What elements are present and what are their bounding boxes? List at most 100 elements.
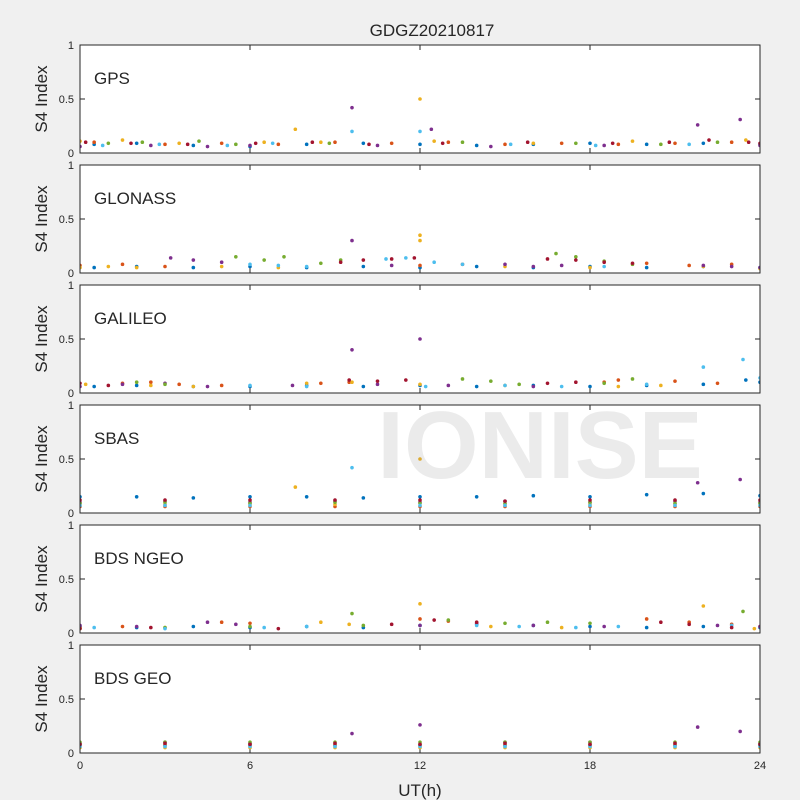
data-point <box>741 609 745 614</box>
data-point <box>630 139 635 143</box>
axes-box <box>79 404 761 514</box>
x-tick-label: 12 <box>414 760 426 772</box>
data-point <box>205 144 210 149</box>
data-point <box>157 142 162 147</box>
data-point <box>687 263 691 268</box>
data-point <box>630 377 635 381</box>
panel: 0 0.5 1 GLONASS S4 Index <box>32 160 761 280</box>
data-point <box>418 97 422 101</box>
data-point <box>290 383 295 388</box>
panel-label: GPS <box>94 69 130 88</box>
data-point <box>508 142 513 147</box>
data-point <box>659 620 663 624</box>
y-axis-label: S4 Index <box>32 545 51 613</box>
data-point <box>517 624 521 629</box>
data-point <box>163 264 167 269</box>
axes-box <box>79 164 761 274</box>
data-point <box>602 143 606 148</box>
data-point <box>163 498 167 502</box>
axes-box <box>79 44 761 154</box>
data-point <box>644 625 649 630</box>
data-point <box>503 142 507 147</box>
data-point <box>418 498 422 502</box>
data-point <box>503 621 507 626</box>
panel: 0 0.5 1 0 6 12 18 24 BDS GEO S4 Index <box>32 640 766 772</box>
data-point <box>384 257 388 261</box>
y-tick-label: 0.5 <box>59 454 74 466</box>
data-point <box>525 140 530 144</box>
data-point <box>262 258 266 262</box>
data-point <box>695 123 700 127</box>
data-point <box>531 264 536 269</box>
data-point <box>616 624 621 629</box>
data-point <box>262 625 266 630</box>
x-axis-label: UT(h) <box>398 781 441 800</box>
data-point <box>574 141 578 146</box>
data-point <box>423 384 428 389</box>
data-point <box>134 624 139 629</box>
x-tick-label: 0 <box>77 760 83 772</box>
data-point <box>588 141 592 146</box>
data-point <box>574 380 578 385</box>
x-tick-label: 6 <box>247 760 253 772</box>
data-point <box>474 620 479 624</box>
data-point <box>120 138 125 142</box>
data-point <box>333 140 337 144</box>
panel-label: BDS GEO <box>94 669 171 688</box>
y-tick-label: 1 <box>68 520 74 532</box>
data-point <box>262 140 266 144</box>
axes-box <box>79 524 761 634</box>
panel: 0 0.5 1 SBAS S4 Index <box>32 400 761 520</box>
data-point <box>616 378 621 382</box>
data-point <box>673 741 677 746</box>
data-point <box>100 143 105 148</box>
y-tick-label: 0 <box>68 148 74 160</box>
panel-background <box>80 645 760 753</box>
data-point <box>503 744 507 749</box>
data-point <box>588 498 592 502</box>
data-point <box>418 495 422 499</box>
data-point <box>741 357 745 362</box>
data-point <box>746 140 751 144</box>
data-point <box>738 729 742 734</box>
data-point <box>701 365 706 369</box>
data-point <box>270 141 275 146</box>
data-point <box>134 265 139 270</box>
data-point <box>106 264 111 269</box>
data-point <box>304 381 309 386</box>
data-point <box>418 457 422 461</box>
y-tick-label: 0.5 <box>59 694 74 706</box>
data-point <box>531 493 536 498</box>
data-points <box>80 233 760 271</box>
data-point <box>168 256 173 260</box>
data-point <box>432 618 436 622</box>
data-point <box>687 622 691 627</box>
data-point <box>248 498 252 502</box>
data-point <box>729 140 734 144</box>
data-point <box>531 141 536 146</box>
data-point <box>644 265 649 270</box>
data-point <box>248 621 252 626</box>
data-point <box>350 348 354 352</box>
data-point <box>744 138 748 142</box>
data-point <box>319 620 323 624</box>
x-tick-label: 18 <box>584 760 596 772</box>
data-point <box>695 480 700 485</box>
data-point <box>588 503 592 508</box>
data-point <box>389 141 394 146</box>
data-point <box>644 617 649 621</box>
data-point <box>185 142 190 147</box>
data-point <box>92 265 96 270</box>
data-point <box>350 129 354 134</box>
y-axis-label: S4 Index <box>32 665 51 733</box>
data-points <box>80 602 760 631</box>
data-point <box>234 622 238 627</box>
data-point <box>404 256 408 260</box>
data-point <box>310 140 315 144</box>
data-point <box>588 384 592 389</box>
y-tick-label: 0.5 <box>59 94 74 106</box>
data-point <box>559 263 564 268</box>
data-point <box>304 495 309 499</box>
data-point <box>92 384 96 389</box>
data-point <box>418 602 422 606</box>
